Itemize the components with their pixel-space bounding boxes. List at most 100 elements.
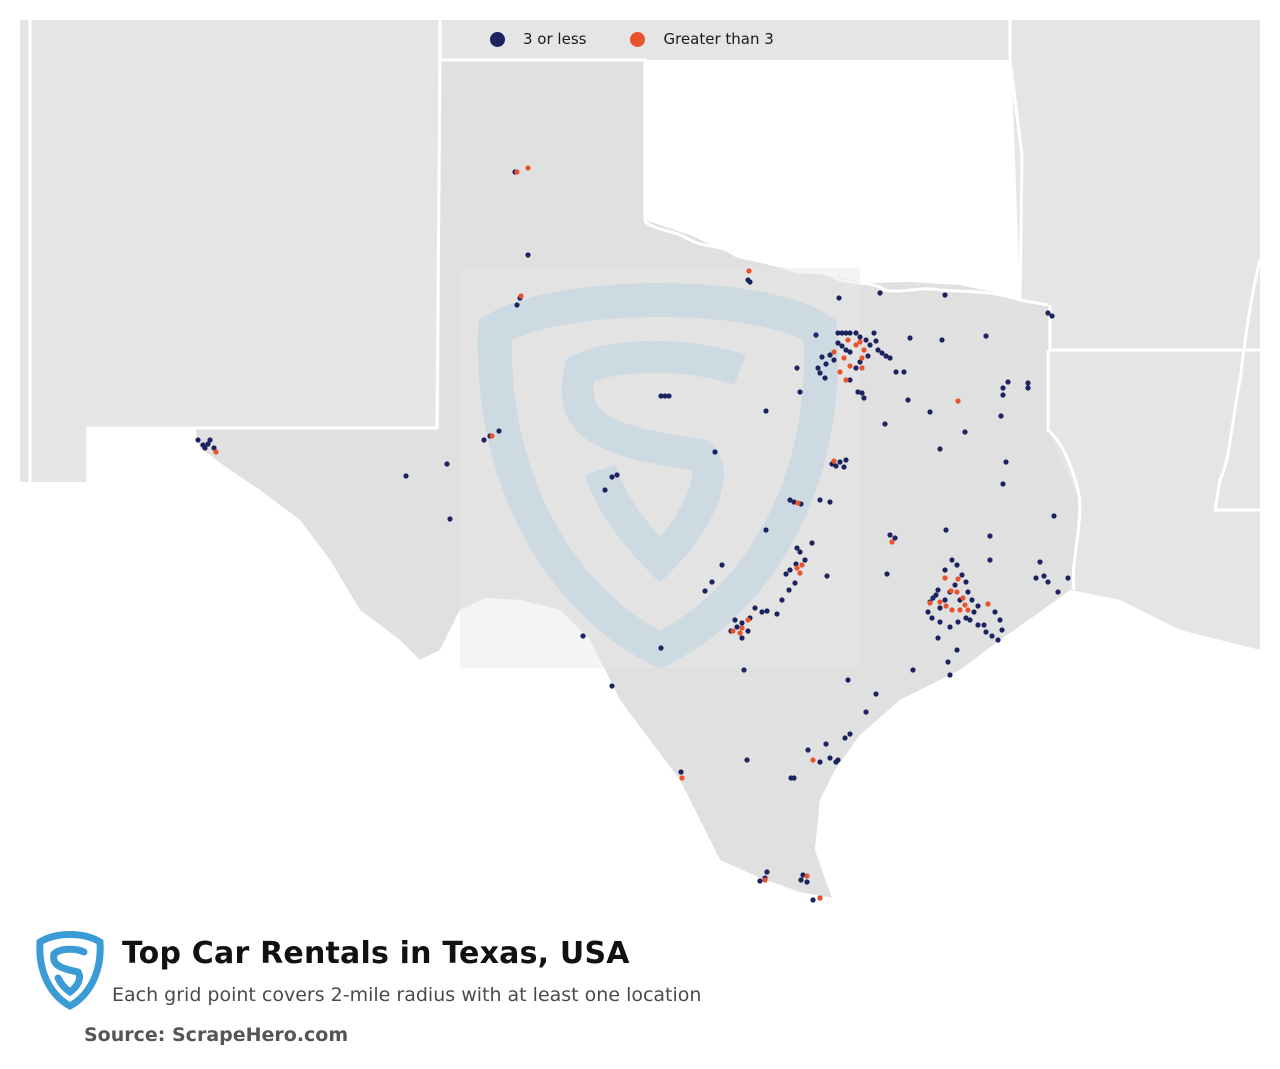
- watermark-logo: [460, 268, 860, 670]
- point-high-38: [954, 589, 960, 595]
- point-low-89: [843, 457, 849, 463]
- point-low-192: [757, 878, 763, 884]
- point-high-27: [737, 630, 743, 636]
- point-low-148: [967, 617, 973, 623]
- point-low-32: [602, 487, 608, 493]
- point-low-45: [835, 330, 841, 336]
- point-low-28: [794, 365, 800, 371]
- point-high-14: [837, 369, 843, 375]
- point-low-19: [447, 516, 453, 522]
- point-low-39: [817, 370, 823, 376]
- point-low-181: [805, 747, 811, 753]
- state-borders: [28, 20, 1262, 591]
- point-low-29: [712, 449, 718, 455]
- point-low-87: [837, 459, 843, 465]
- point-low-173: [741, 667, 747, 673]
- point-high-1: [525, 165, 531, 171]
- point-low-142: [937, 619, 943, 625]
- point-low-156: [987, 557, 993, 563]
- point-low-195: [804, 879, 810, 885]
- point-low-50: [857, 334, 863, 340]
- point-low-158: [999, 627, 1005, 633]
- border-ms: [1213, 259, 1262, 512]
- point-low-75: [1025, 385, 1031, 391]
- point-high-45: [804, 873, 810, 879]
- point-low-119: [702, 588, 708, 594]
- point-low-163: [910, 667, 916, 673]
- point-low-65: [887, 355, 893, 361]
- point-low-91: [787, 497, 793, 503]
- north-region: [30, 20, 1260, 60]
- point-low-47: [843, 330, 849, 336]
- point-low-59: [847, 377, 853, 383]
- point-high-36: [937, 599, 943, 605]
- point-high-22: [794, 565, 800, 571]
- point-low-170: [1055, 589, 1061, 595]
- point-low-171: [580, 633, 586, 639]
- logo-s: [50, 945, 88, 997]
- point-high-29: [942, 575, 948, 581]
- point-low-106: [774, 611, 780, 617]
- point-low-16: [211, 445, 217, 451]
- point-low-136: [969, 597, 975, 603]
- point-low-113: [745, 628, 751, 634]
- point-low-126: [937, 605, 943, 611]
- land-layer: [20, 20, 1260, 898]
- point-high-5: [489, 433, 495, 439]
- point-low-14: [202, 445, 208, 451]
- point-low-175: [873, 691, 879, 697]
- points-greater-than-3: [213, 165, 991, 901]
- point-low-166: [1041, 573, 1047, 579]
- point-low-77: [927, 409, 933, 415]
- point-high-3: [746, 268, 752, 274]
- watermark-shield: [477, 283, 838, 670]
- point-low-118: [709, 579, 715, 585]
- point-low-30: [609, 474, 615, 480]
- point-low-20: [481, 437, 487, 443]
- point-low-93: [817, 497, 823, 503]
- point-low-172: [658, 645, 664, 651]
- border-la-east: [1046, 350, 1082, 591]
- point-low-121: [887, 532, 893, 538]
- point-low-31: [614, 472, 620, 478]
- point-low-88: [841, 464, 847, 470]
- point-low-46: [839, 330, 845, 336]
- point-high-32: [960, 595, 966, 601]
- chart-title: Top Car Rentals in Texas, USA: [122, 936, 630, 971]
- point-low-176: [609, 683, 615, 689]
- texas-shape: [195, 60, 1080, 898]
- point-low-6: [836, 295, 842, 301]
- point-high-43: [762, 877, 768, 883]
- point-high-9: [857, 339, 863, 345]
- point-low-150: [983, 629, 989, 635]
- point-low-100: [793, 561, 799, 567]
- point-low-139: [963, 615, 969, 621]
- point-low-22: [496, 428, 502, 434]
- point-low-107: [764, 608, 770, 614]
- point-low-103: [792, 580, 798, 586]
- point-low-27: [797, 389, 803, 395]
- point-low-69: [939, 337, 945, 343]
- point-low-62: [861, 395, 867, 401]
- point-low-80: [962, 429, 968, 435]
- point-high-35: [943, 603, 949, 609]
- source-credit: Source: ScrapeHero.com: [84, 1024, 349, 1046]
- point-high-24: [797, 570, 803, 576]
- point-low-189: [817, 759, 823, 765]
- point-low-42: [839, 343, 845, 349]
- water-and-mexico: [20, 448, 1260, 920]
- point-low-196: [810, 897, 816, 903]
- map-legend: 3 or less Greater than 3: [490, 30, 804, 48]
- point-low-159: [995, 637, 1001, 643]
- point-high-31: [955, 576, 961, 582]
- point-low-43: [843, 347, 849, 353]
- legend-dot-high: [630, 31, 646, 47]
- point-low-132: [954, 562, 960, 568]
- point-low-2: [514, 302, 520, 308]
- point-low-102: [783, 571, 789, 577]
- point-low-164: [935, 635, 941, 641]
- texas-map: [20, 20, 1262, 920]
- border-tx-nm-north: [86, 20, 442, 482]
- point-low-48: [847, 330, 853, 336]
- border-ok-ar: [1008, 20, 1024, 301]
